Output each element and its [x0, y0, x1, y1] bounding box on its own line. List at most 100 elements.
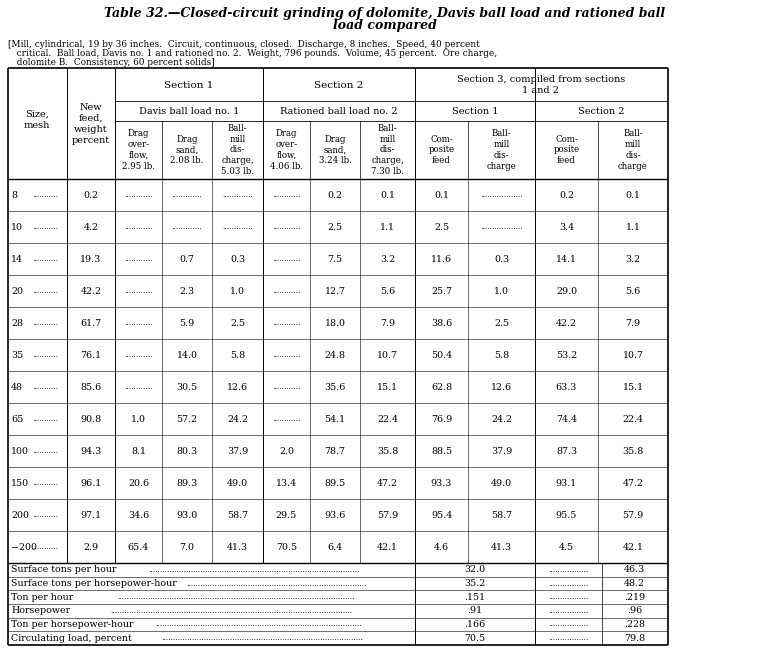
Text: ................................................................................: ........................................…	[149, 566, 360, 574]
Text: 18.0: 18.0	[324, 318, 346, 327]
Text: 3.4: 3.4	[559, 223, 574, 232]
Text: 10.7: 10.7	[377, 350, 398, 359]
Text: 96.1: 96.1	[80, 478, 102, 488]
Text: Drag
over-
flow,
2.95 lb.: Drag over- flow, 2.95 lb.	[122, 130, 155, 171]
Text: 32.0: 32.0	[464, 565, 486, 574]
Text: 12.7: 12.7	[324, 286, 346, 296]
Text: 30.5: 30.5	[176, 383, 198, 391]
Text: Drag
over-
flow,
4.06 lb.: Drag over- flow, 4.06 lb.	[270, 130, 303, 171]
Text: 93.3: 93.3	[430, 478, 452, 488]
Text: ...........: ...........	[32, 351, 59, 359]
Text: Section 3, compiled from sections
1 and 2: Section 3, compiled from sections 1 and …	[457, 75, 625, 95]
Text: 0.7: 0.7	[179, 255, 195, 264]
Text: Davis ball load no. 1: Davis ball load no. 1	[139, 107, 239, 115]
Text: 11.6: 11.6	[431, 255, 452, 264]
Text: 47.2: 47.2	[377, 478, 398, 488]
Text: 2.3: 2.3	[179, 286, 195, 296]
Text: 12.6: 12.6	[227, 383, 248, 391]
Text: load compared: load compared	[333, 20, 437, 33]
Text: .................: .................	[548, 607, 588, 615]
Text: 3.2: 3.2	[625, 255, 641, 264]
Text: ............: ............	[273, 415, 301, 423]
Text: Rationed ball load no. 2: Rationed ball load no. 2	[280, 107, 398, 115]
Text: 7.9: 7.9	[380, 318, 395, 327]
Text: Ball-
mill
dis-
charge,
7.30 lb.: Ball- mill dis- charge, 7.30 lb.	[371, 124, 404, 176]
Text: 1.1: 1.1	[625, 223, 641, 232]
Text: 78.7: 78.7	[324, 447, 346, 456]
Text: Surface tons per hour: Surface tons per hour	[11, 565, 116, 574]
Text: 74.4: 74.4	[556, 415, 577, 424]
Text: 70.5: 70.5	[464, 633, 486, 643]
Text: Circulating load, percent: Circulating load, percent	[11, 633, 132, 643]
Text: Ton per hour: Ton per hour	[11, 592, 73, 602]
Text: 100: 100	[11, 447, 29, 456]
Text: 42.2: 42.2	[81, 286, 102, 296]
Text: ..................: ..................	[480, 223, 523, 231]
Text: 76.9: 76.9	[431, 415, 452, 424]
Text: ................................................................................: ........................................…	[161, 634, 363, 642]
Text: ................................................................................: ........................................…	[110, 607, 353, 615]
Text: 97.1: 97.1	[80, 510, 102, 519]
Text: .151: .151	[464, 592, 486, 602]
Text: ............: ............	[273, 223, 301, 231]
Text: 15.1: 15.1	[377, 383, 398, 391]
Text: ............: ............	[273, 255, 301, 263]
Text: 0.2: 0.2	[83, 191, 99, 199]
Text: 2.5: 2.5	[230, 318, 245, 327]
Text: .................: .................	[548, 593, 588, 601]
Text: .96: .96	[627, 606, 642, 615]
Text: ...........: ...........	[32, 511, 59, 519]
Text: ...........: ...........	[32, 543, 59, 551]
Text: 12.6: 12.6	[491, 383, 512, 391]
Text: 0.1: 0.1	[434, 191, 449, 199]
Text: .................: .................	[548, 566, 588, 574]
Text: 57.9: 57.9	[622, 510, 644, 519]
Text: 1.0: 1.0	[131, 415, 146, 424]
Text: 89.3: 89.3	[176, 478, 198, 488]
Text: 50.4: 50.4	[431, 350, 452, 359]
Text: 22.4: 22.4	[622, 415, 644, 424]
Text: Horsepower: Horsepower	[11, 606, 70, 615]
Text: ............: ............	[124, 223, 152, 231]
Text: 94.3: 94.3	[80, 447, 102, 456]
Text: 65: 65	[11, 415, 23, 424]
Text: ............: ............	[124, 383, 152, 391]
Text: 93.0: 93.0	[176, 510, 198, 519]
Text: ...........: ...........	[32, 255, 59, 263]
Text: 15.1: 15.1	[622, 383, 644, 391]
Text: .91: .91	[467, 606, 483, 615]
Text: 2.5: 2.5	[327, 223, 343, 232]
Text: ...........: ...........	[32, 287, 59, 295]
Text: .................: .................	[548, 634, 588, 642]
Text: 10: 10	[11, 223, 23, 232]
Text: .................: .................	[548, 579, 588, 587]
Text: 4.5: 4.5	[559, 542, 574, 551]
Text: 19.3: 19.3	[80, 255, 102, 264]
Text: 2.5: 2.5	[434, 223, 449, 232]
Text: ............: ............	[124, 351, 152, 359]
Text: Table 32.—Closed-circuit grinding of dolomite, Davis ball load and rationed ball: Table 32.—Closed-circuit grinding of dol…	[105, 7, 665, 20]
Text: 62.8: 62.8	[431, 383, 452, 391]
Text: 37.9: 37.9	[227, 447, 248, 456]
Text: 46.3: 46.3	[624, 565, 645, 574]
Text: ............: ............	[273, 287, 301, 295]
Text: 42.1: 42.1	[377, 542, 398, 551]
Text: 54.1: 54.1	[324, 415, 346, 424]
Text: Ball-
mill
dis-
charge: Ball- mill dis- charge	[487, 130, 517, 171]
Text: ............: ............	[124, 191, 152, 199]
Text: 0.3: 0.3	[494, 255, 509, 264]
Text: ............: ............	[273, 383, 301, 391]
Text: 1.1: 1.1	[380, 223, 395, 232]
Text: Ton per horsepower-hour: Ton per horsepower-hour	[11, 620, 133, 629]
Text: ............: ............	[124, 319, 152, 327]
Text: ............: ............	[124, 287, 152, 295]
Text: 0.1: 0.1	[625, 191, 641, 199]
Text: dolomite B.  Consistency, 60 percent solids]: dolomite B. Consistency, 60 percent soli…	[8, 58, 215, 67]
Text: 13.4: 13.4	[276, 478, 297, 488]
Text: 150: 150	[11, 478, 29, 488]
Text: 200: 200	[11, 510, 29, 519]
Text: −200: −200	[11, 542, 37, 551]
Text: 42.1: 42.1	[622, 542, 644, 551]
Text: Com-
posite
feed: Com- posite feed	[554, 135, 580, 165]
Text: 1.0: 1.0	[494, 286, 509, 296]
